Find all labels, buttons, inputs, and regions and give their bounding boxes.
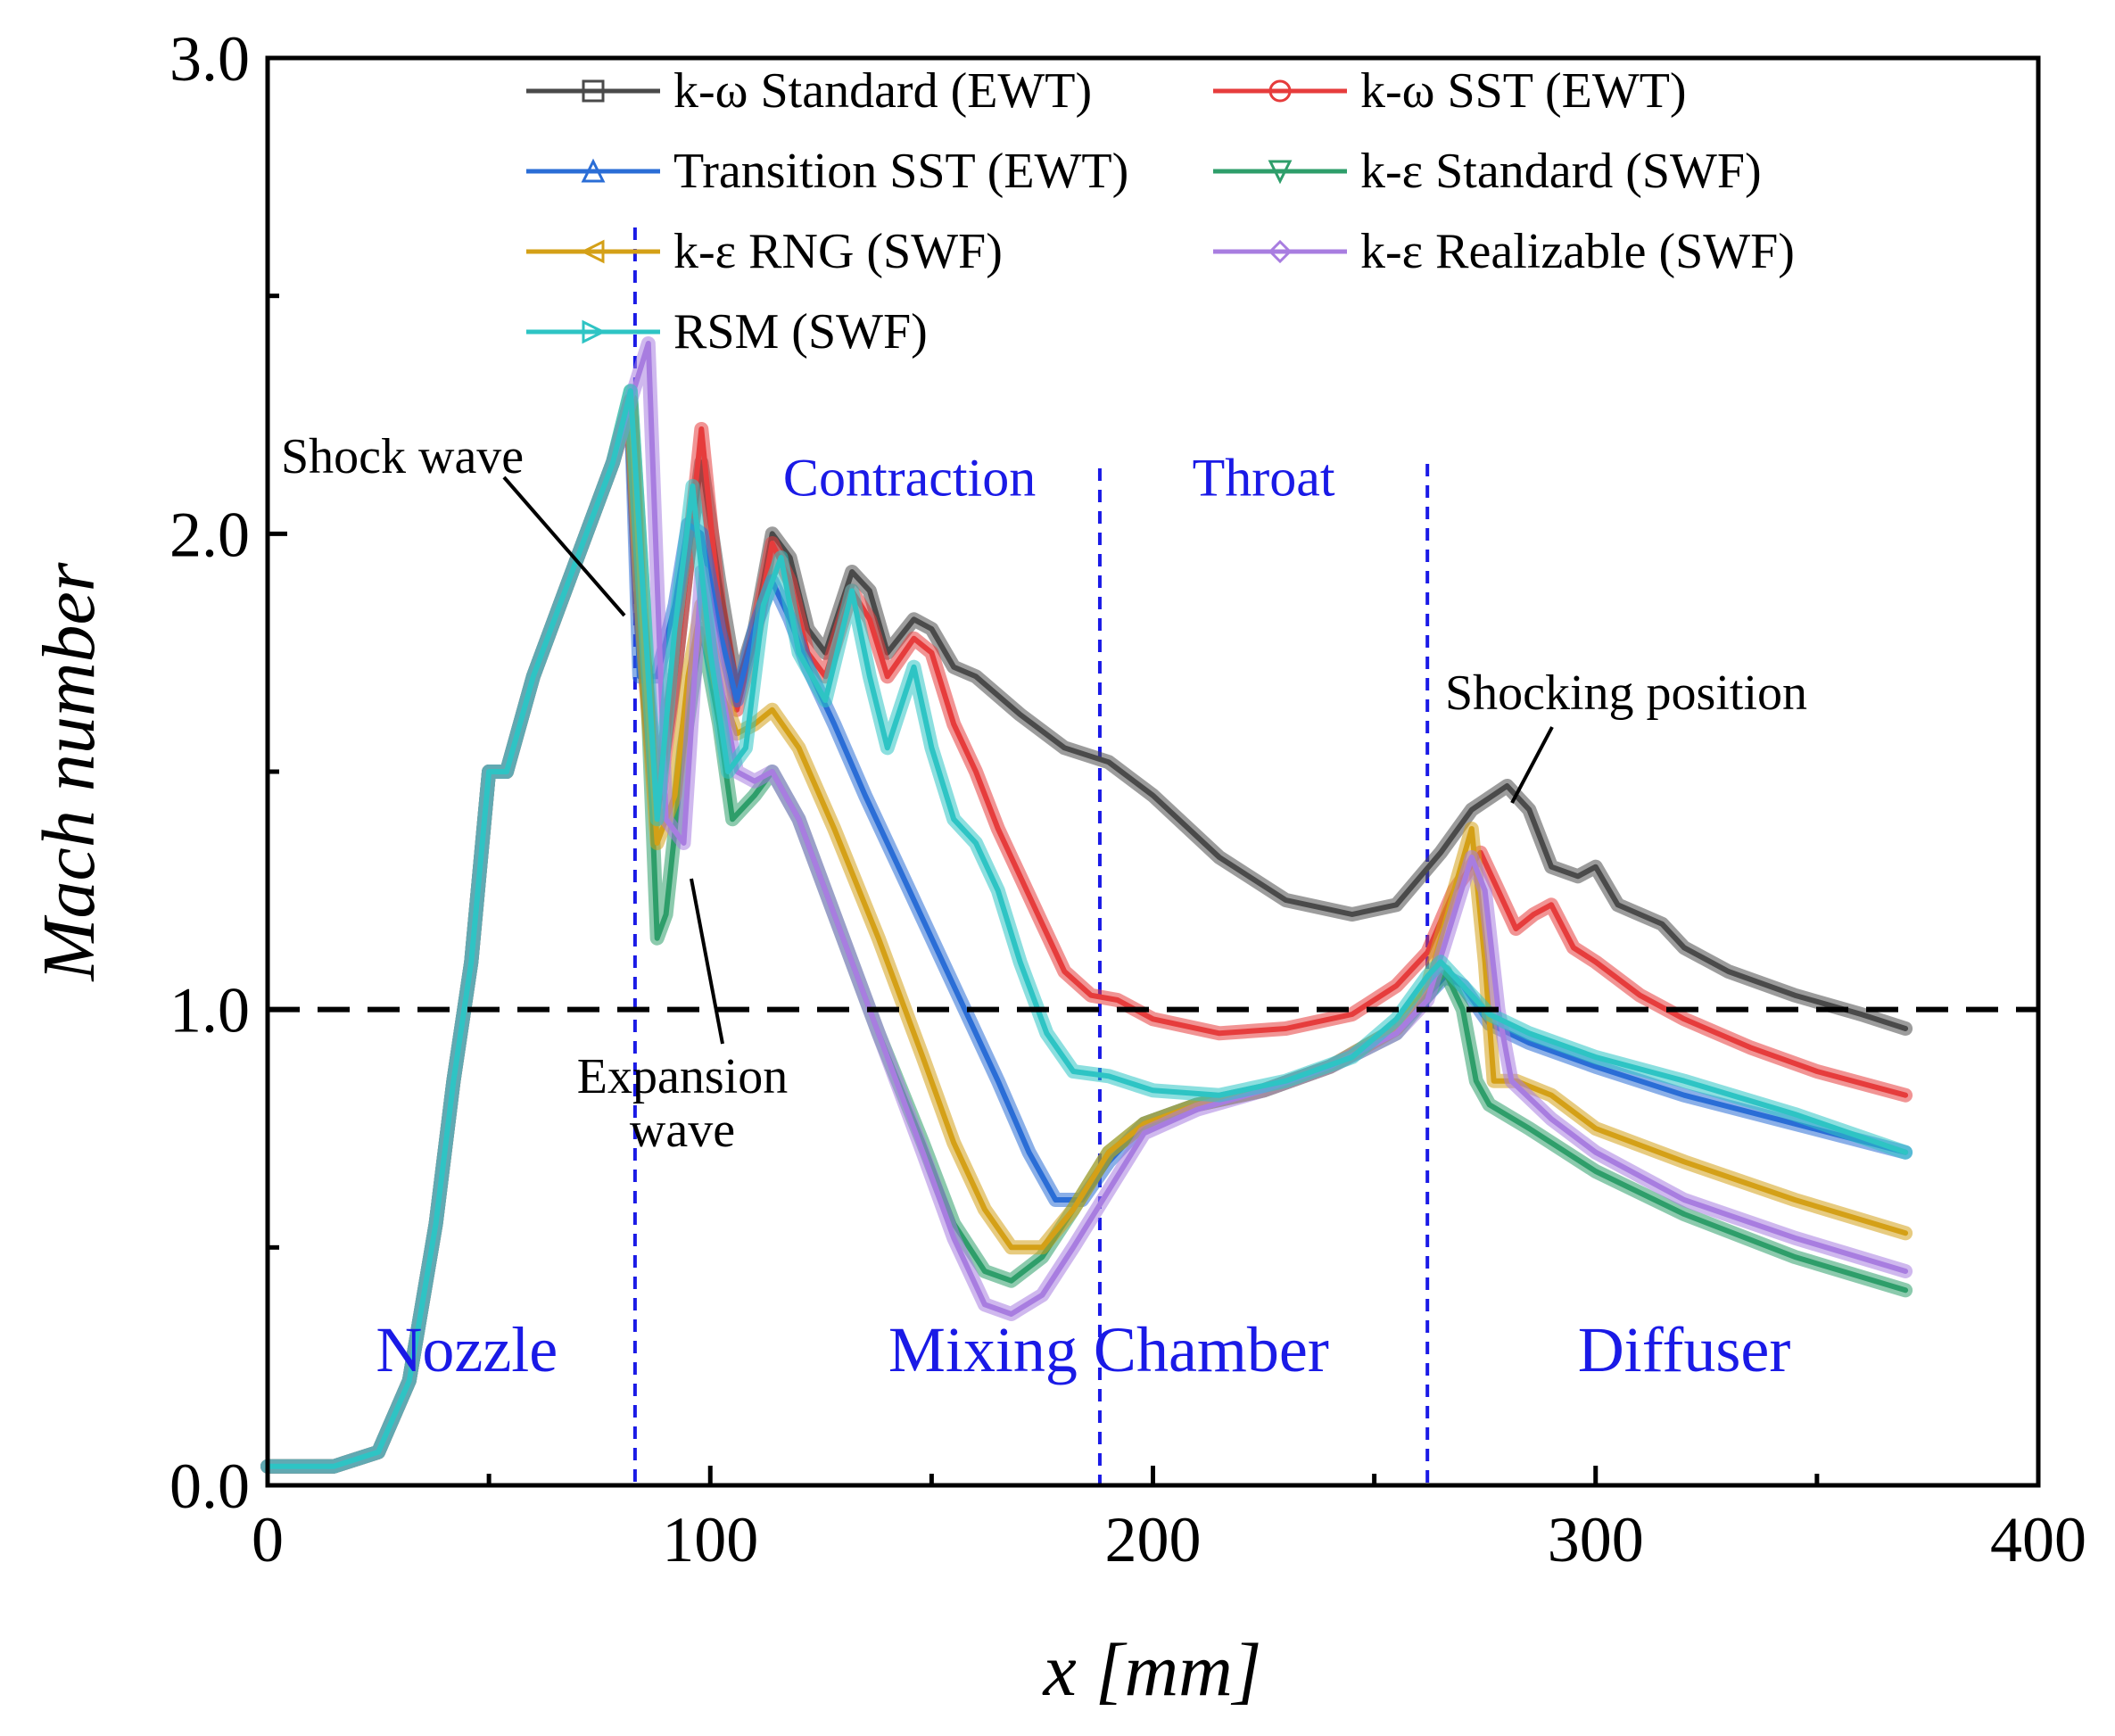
legend-label: k-ω Standard (EWT) bbox=[673, 63, 1092, 119]
series-band bbox=[260, 393, 1913, 1474]
x-tick-label: 300 bbox=[1548, 1504, 1644, 1575]
legend-marker bbox=[582, 79, 605, 103]
y-tick-label: 0.0 bbox=[169, 1451, 250, 1522]
series-band bbox=[260, 336, 1913, 1474]
legend-item: k-ε Standard (SWF) bbox=[1213, 144, 1762, 199]
region-label: Contraction bbox=[783, 449, 1036, 508]
legend-marker bbox=[582, 319, 607, 344]
series-band bbox=[260, 393, 1913, 1474]
legend-marker bbox=[1268, 239, 1293, 264]
legend: k-ω Standard (EWT) k-ω SST (EWT) Transitio… bbox=[526, 63, 1795, 360]
y-tick-label: 2.0 bbox=[169, 499, 250, 570]
series-band bbox=[260, 393, 1913, 1474]
series-line bbox=[265, 398, 1909, 1469]
legend-item: k-ω SST (EWT) bbox=[1213, 63, 1687, 119]
legend-label: k-ω SST (EWT) bbox=[1360, 63, 1687, 119]
legend-marker bbox=[581, 158, 606, 183]
x-axis-title: x [mm] bbox=[1042, 1629, 1262, 1712]
series-line bbox=[265, 341, 1909, 1469]
expansion-wave-label-line1: Expansion bbox=[577, 1049, 788, 1104]
region-label: Nozzle bbox=[376, 1314, 558, 1385]
shocking-position-pointer bbox=[1510, 726, 1554, 804]
series-line bbox=[265, 388, 1909, 1469]
shock-wave-label: Shock wave bbox=[281, 429, 524, 484]
region-labels: Nozzle Contraction Throat Mixing Chamber Dif… bbox=[376, 449, 1790, 1385]
expansion-wave-pointer bbox=[690, 878, 724, 1045]
axis-ticks bbox=[265, 55, 2041, 1488]
series-line bbox=[265, 398, 1909, 1469]
x-tick-label: 100 bbox=[662, 1504, 758, 1575]
legend-item: k-ω Standard (EWT) bbox=[526, 63, 1092, 119]
legend-marker bbox=[1268, 79, 1292, 103]
legend-label: k-ε Realizable (SWF) bbox=[1360, 224, 1795, 279]
legend-item: k-ε RNG (SWF) bbox=[526, 224, 1003, 279]
shocking-position-annotation: Shocking position bbox=[1445, 665, 1807, 804]
legend-marker bbox=[580, 239, 605, 264]
legend-label: Transition SST (EWT) bbox=[673, 144, 1128, 199]
legend-label: RSM (SWF) bbox=[673, 304, 928, 360]
y-tick-labels: 0.0 1.0 2.0 3.0 bbox=[169, 23, 250, 1522]
series-band bbox=[260, 393, 1913, 1474]
region-label: Throat bbox=[1193, 449, 1335, 508]
legend-item: Transition SST (EWT) bbox=[526, 144, 1128, 199]
y-tick-label: 3.0 bbox=[169, 23, 250, 95]
expansion-wave-annotation: Expansion wave bbox=[577, 878, 788, 1158]
legend-label: k-ε RNG (SWF) bbox=[673, 224, 1003, 279]
x-tick-labels: 0 100 200 300 400 bbox=[252, 1504, 2086, 1575]
y-axis-title: Mach number bbox=[28, 562, 111, 981]
legend-item: RSM (SWF) bbox=[526, 304, 928, 360]
expansion-wave-label-line2: wave bbox=[630, 1103, 735, 1158]
region-dividers bbox=[632, 227, 1430, 1485]
x-tick-label: 400 bbox=[1990, 1504, 2086, 1575]
x-tick-label: 0 bbox=[252, 1504, 284, 1575]
y-tick-label: 1.0 bbox=[169, 975, 250, 1046]
x-tick-label: 200 bbox=[1105, 1504, 1202, 1575]
shock-wave-pointer bbox=[502, 475, 626, 617]
series-line bbox=[265, 398, 1909, 1469]
region-label: Mixing Chamber bbox=[888, 1314, 1329, 1385]
region-label: Diffuser bbox=[1578, 1314, 1791, 1385]
series-line bbox=[265, 398, 1909, 1469]
series-lines bbox=[260, 336, 1913, 1474]
legend-item: k-ε Realizable (SWF) bbox=[1213, 224, 1795, 279]
legend-label: k-ε Standard (SWF) bbox=[1360, 144, 1762, 199]
legend-marker bbox=[1268, 160, 1293, 185]
shocking-position-label: Shocking position bbox=[1445, 665, 1807, 721]
shock-wave-annotation: Shock wave bbox=[281, 429, 626, 617]
